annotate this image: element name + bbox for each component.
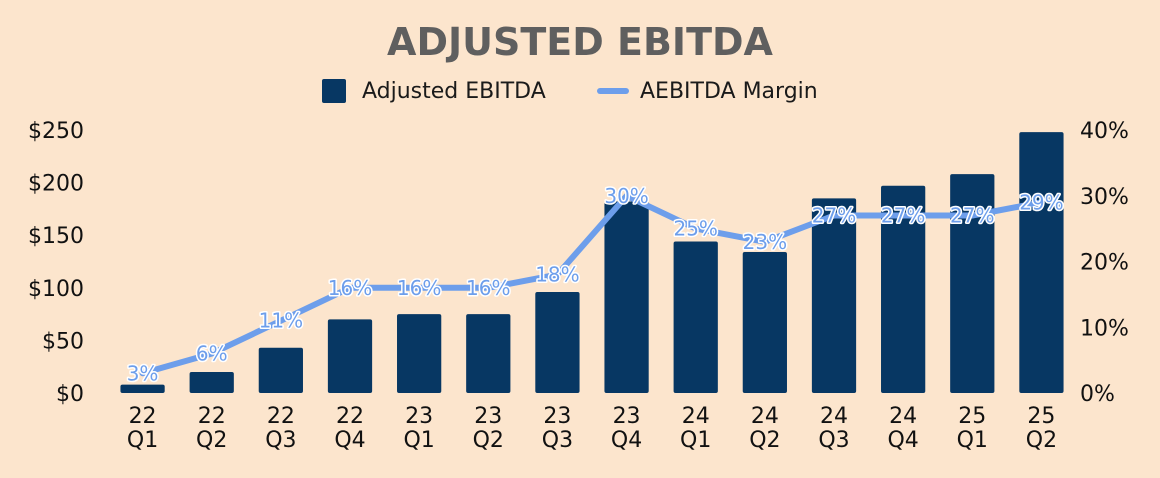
y-right-tick-label: 40%	[1080, 119, 1129, 144]
y-left-tick-label: $0	[56, 382, 84, 407]
x-tick-label: 25 Q1	[957, 404, 988, 453]
y-axis-right: 0% 10% 20% 30% 40%	[1080, 119, 1129, 407]
margin-data-label: 27%	[950, 203, 994, 227]
bar	[950, 174, 995, 393]
x-tick-label: 23 Q1	[403, 404, 434, 453]
margin-data-label: 23%	[743, 230, 787, 254]
legend-swatch-adjusted-ebitda	[322, 79, 346, 103]
x-tick-label: 22 Q1	[127, 404, 158, 453]
margin-data-label: 25%	[673, 217, 717, 241]
margin-data-label: 29%	[1019, 190, 1063, 214]
x-tick-label: 25 Q2	[1026, 404, 1057, 453]
legend-label-adjusted-ebitda: Adjusted EBITDA	[362, 79, 546, 104]
bar	[881, 185, 926, 393]
bar	[397, 314, 442, 393]
x-tick-label: 24 Q2	[749, 404, 780, 453]
bar	[673, 241, 718, 393]
margin-data-label: 16%	[466, 276, 510, 300]
bar-series	[120, 132, 1064, 393]
bar	[742, 252, 787, 393]
bar	[1019, 132, 1064, 393]
y-right-tick-label: 20%	[1080, 251, 1129, 276]
y-left-tick-label: $50	[42, 329, 84, 354]
bar	[466, 314, 511, 393]
x-tick-label: 22 Q4	[334, 404, 365, 453]
margin-data-label: 27%	[812, 203, 856, 227]
bar	[120, 384, 165, 393]
margin-line	[139, 192, 1045, 377]
line-series	[139, 192, 1045, 377]
x-tick-label: 24 Q1	[680, 404, 711, 453]
y-axis-left: $0 $50 $100 $150 $200 $250	[28, 119, 84, 407]
margin-data-label: 16%	[328, 276, 372, 300]
y-left-tick-label: $250	[28, 119, 84, 144]
x-tick-label: 23 Q2	[473, 404, 504, 453]
y-left-tick-label: $100	[28, 277, 84, 302]
bar	[811, 198, 857, 393]
x-tick-label: 22 Q2	[196, 404, 227, 453]
bar	[327, 319, 373, 393]
bar	[535, 292, 580, 393]
y-right-tick-label: 0%	[1080, 382, 1115, 407]
margin-data-label: 30%	[604, 184, 648, 208]
x-tick-label: 24 Q4	[887, 404, 918, 453]
y-right-tick-label: 30%	[1080, 185, 1129, 210]
margin-data-label: 6%	[196, 342, 228, 366]
bar	[258, 347, 303, 393]
x-axis: 22 Q1 22 Q2 22 Q3 22 Q4 23 Q1 23 Q2 23 Q3 23 Q4 24 Q1 24 Q2…	[127, 404, 1057, 453]
bar	[189, 371, 234, 393]
bar	[604, 201, 649, 393]
x-tick-label: 23 Q3	[542, 404, 573, 453]
margin-data-label: 3%	[127, 361, 159, 385]
chart-title: ADJUSTED EBITDA	[387, 20, 773, 64]
data-labels: 3% 6% 11% 16% 16% 16% 18% 30% 25% 23% 27% 27% 27% 29%	[125, 182, 1065, 387]
legend-label-aebitda-margin: AEBITDA Margin	[640, 79, 818, 104]
y-right-tick-label: 10%	[1080, 316, 1129, 341]
x-tick-label: 23 Q4	[611, 404, 642, 453]
x-tick-label: 22 Q3	[265, 404, 296, 453]
margin-data-label: 16%	[397, 276, 441, 300]
margin-data-label: 27%	[881, 203, 925, 227]
margin-data-label: 18%	[535, 263, 579, 287]
legend: Adjusted EBITDA AEBITDA Margin	[322, 79, 818, 104]
margin-data-label: 11%	[259, 309, 303, 333]
x-tick-label: 24 Q3	[818, 404, 849, 453]
y-left-tick-label: $200	[28, 172, 84, 197]
y-left-tick-label: $150	[28, 224, 84, 249]
